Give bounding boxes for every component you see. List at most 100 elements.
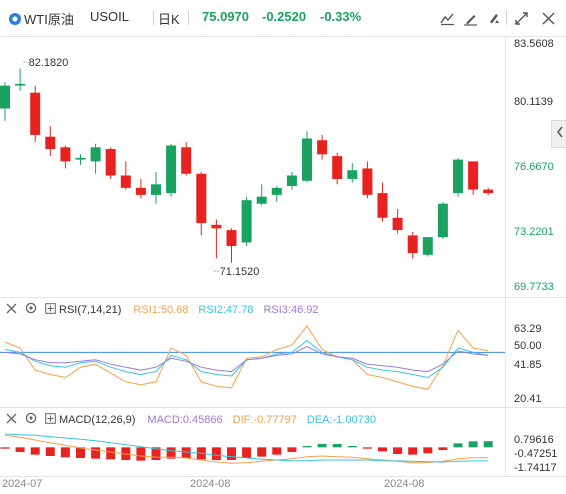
- rsi3-line: [4, 345, 489, 373]
- macd-axis-label: -0.47251: [514, 448, 558, 460]
- macd-value: MACD:0.45866: [147, 413, 223, 426]
- rsi1-value: RSI1:50.68: [133, 303, 189, 316]
- candle-body: [211, 224, 222, 229]
- price-axis-label: 83.5608: [514, 38, 554, 50]
- macd-histogram-bar: [15, 447, 25, 452]
- rsi3-value: RSI3:46.92: [263, 303, 319, 316]
- header-divider: [506, 11, 507, 25]
- dea-value: DEA:-1.00730: [306, 413, 376, 426]
- high-annotation: ┈82.1820: [22, 57, 69, 69]
- macd-histogram-bar: [332, 444, 342, 448]
- macd-histogram-bar: [227, 447, 236, 460]
- rsi-chart[interactable]: [0, 318, 505, 406]
- expand-icon[interactable]: [513, 10, 530, 27]
- candle-body: [377, 193, 388, 218]
- candle-body: [15, 83, 26, 86]
- instrument-logo-icon: [6, 10, 23, 27]
- macd-histogram-bar: [151, 447, 161, 460]
- candle-body: [407, 235, 418, 254]
- macd-histogram-bar: [106, 447, 116, 460]
- candle-body: [0, 85, 10, 109]
- macd-axis-label: 0.79616: [514, 434, 554, 446]
- rsi2-value: RSI2:47.78: [198, 303, 254, 316]
- macd-histogram-bar: [468, 441, 478, 448]
- date-label: 2024-08: [384, 478, 425, 490]
- candle-body: [468, 161, 479, 190]
- candle-body: [317, 140, 328, 155]
- symbol-label[interactable]: USOIL: [90, 9, 130, 24]
- chevron-left-icon: [556, 125, 564, 143]
- macd-histogram-bar: [483, 441, 493, 448]
- macd-histogram-bar: [45, 447, 55, 456]
- candle-body: [302, 138, 312, 181]
- macd-histogram-bar: [242, 447, 252, 458]
- candle-body: [453, 159, 463, 194]
- candle-body: [135, 187, 146, 195]
- current-price-label: 76.6670: [514, 161, 554, 173]
- collapse-panel-handle[interactable]: [551, 120, 566, 148]
- candle-body: [181, 147, 192, 174]
- indicator-icon[interactable]: [439, 10, 456, 27]
- candle-body: [151, 184, 161, 195]
- macd-histogram-bar: [362, 447, 372, 449]
- rsi-axis-label: 41.85: [514, 359, 542, 371]
- price-axis-separator: [505, 36, 506, 476]
- candle-body: [256, 196, 267, 204]
- candle-body: [75, 157, 86, 160]
- timeframe-selector[interactable]: 日K: [158, 12, 180, 27]
- macd-histogram-bar: [166, 447, 176, 459]
- collapse-icon[interactable]: [6, 413, 17, 427]
- candle-body: [166, 145, 177, 194]
- candle-body: [437, 203, 448, 238]
- candle-body: [483, 189, 494, 194]
- candle-body: [347, 170, 358, 180]
- rsi-axis-label: 63.29: [514, 323, 542, 335]
- indicator-box-icon[interactable]: [45, 302, 56, 317]
- candle-body: [60, 147, 71, 162]
- candle-body: [362, 168, 373, 195]
- macd-histogram-bar: [91, 447, 101, 459]
- header-divider: [188, 11, 189, 25]
- settings-gear-icon[interactable]: [25, 412, 37, 427]
- candle-body: [422, 237, 433, 255]
- rsi-axis-label: 50.00: [514, 340, 542, 352]
- draw-tool-icon[interactable]: [462, 10, 479, 27]
- fullscreen-icon[interactable]: [540, 10, 557, 27]
- rsi-pane-separator: [0, 297, 566, 298]
- macd-histogram-bar: [211, 447, 221, 460]
- date-axis-separator: [0, 476, 566, 477]
- header-divider: [153, 11, 154, 25]
- macd-histogram-bar: [302, 446, 312, 448]
- candle-body: [332, 156, 343, 180]
- candlestick-chart[interactable]: [0, 37, 505, 296]
- dif-line: [4, 434, 489, 464]
- date-label: 2024-08: [190, 478, 231, 490]
- candle-body: [241, 200, 252, 243]
- candle-body: [90, 147, 101, 162]
- macd-histogram-bar: [136, 447, 146, 461]
- rsi-name[interactable]: RSI(7,14,21): [59, 303, 122, 316]
- collapse-icon[interactable]: [6, 303, 17, 317]
- macd-histogram-bar: [76, 447, 85, 458]
- price-axis-label: 73.2201: [514, 226, 554, 238]
- macd-histogram-bar: [453, 443, 463, 448]
- macd-histogram-bar: [438, 447, 448, 450]
- dea-line: [4, 433, 489, 463]
- settings-gear-icon[interactable]: [25, 302, 37, 317]
- macd-histogram-bar: [317, 444, 327, 448]
- price-change: -0.2520: [262, 9, 307, 24]
- candle-body: [392, 217, 403, 231]
- macd-name[interactable]: MACD(12,26,9): [59, 413, 136, 426]
- last-price: 75.0970: [202, 9, 249, 24]
- instrument-name[interactable]: WTI原油: [24, 12, 74, 27]
- price-axis-label: 80.1139: [514, 96, 553, 108]
- macd-histogram-bar: [181, 447, 191, 458]
- macd-chart[interactable]: [0, 428, 505, 476]
- chart-header: WTI原油 USOIL 日K 75.0970 -0.2520 -0.33%: [0, 0, 566, 36]
- macd-histogram-bar: [287, 447, 297, 452]
- header-separator: [0, 36, 566, 37]
- indicator-box-icon[interactable]: [45, 412, 56, 427]
- macd-histogram-bar: [272, 447, 282, 455]
- pencil-icon[interactable]: [485, 10, 502, 27]
- macd-histogram-bar: [423, 447, 433, 454]
